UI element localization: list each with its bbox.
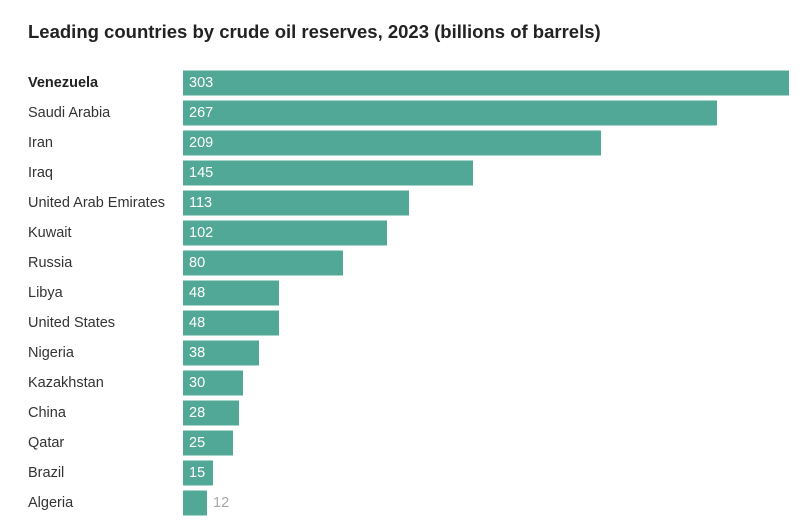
bar-united-arab-emirates xyxy=(183,190,409,216)
bar-brazil xyxy=(183,460,213,486)
bar-russia xyxy=(183,250,343,276)
bar-kuwait xyxy=(183,220,387,246)
category-label-brazil: Brazil xyxy=(28,465,64,481)
value-label-iran: 209 xyxy=(189,135,213,151)
value-label-brazil: 15 xyxy=(189,465,205,481)
category-label-kazakhstan: Kazakhstan xyxy=(28,375,104,391)
value-label-kuwait: 102 xyxy=(189,225,213,241)
category-label-venezuela: Venezuela xyxy=(28,75,99,91)
value-label-qatar: 25 xyxy=(189,435,205,451)
category-label-china: China xyxy=(28,405,67,421)
bar-china xyxy=(183,400,239,426)
category-label-nigeria: Nigeria xyxy=(28,345,75,361)
category-label-algeria: Algeria xyxy=(28,495,74,511)
value-label-saudi-arabia: 267 xyxy=(189,105,213,121)
category-label-russia: Russia xyxy=(28,255,73,271)
value-label-venezuela: 303 xyxy=(189,75,213,91)
value-label-algeria: 12 xyxy=(213,495,229,511)
category-label-united-arab-emirates: United Arab Emirates xyxy=(28,195,165,211)
bar-nigeria xyxy=(183,340,259,366)
category-label-iran: Iran xyxy=(28,135,53,151)
category-label-united-states: United States xyxy=(28,315,115,331)
category-label-saudi-arabia: Saudi Arabia xyxy=(28,105,111,121)
bar-libya xyxy=(183,280,279,306)
value-label-kazakhstan: 30 xyxy=(189,375,205,391)
bar-algeria xyxy=(183,490,207,516)
chart-title: Leading countries by crude oil reserves,… xyxy=(28,21,601,42)
value-label-nigeria: 38 xyxy=(189,345,205,361)
bar-united-states xyxy=(183,310,279,336)
bar-venezuela xyxy=(183,70,789,96)
category-label-iraq: Iraq xyxy=(28,165,53,181)
category-label-kuwait: Kuwait xyxy=(28,225,72,241)
value-label-libya: 48 xyxy=(189,285,205,301)
value-label-united-arab-emirates: 113 xyxy=(189,195,212,211)
value-label-iraq: 145 xyxy=(189,165,213,181)
value-label-russia: 80 xyxy=(189,255,205,271)
value-label-united-states: 48 xyxy=(189,315,205,331)
category-label-libya: Libya xyxy=(28,285,64,301)
bar-kazakhstan xyxy=(183,370,243,396)
bar-iraq xyxy=(183,160,473,186)
category-label-qatar: Qatar xyxy=(28,435,64,451)
value-label-china: 28 xyxy=(189,405,205,421)
bar-saudi-arabia xyxy=(183,100,717,126)
bar-qatar xyxy=(183,430,233,456)
bar-iran xyxy=(183,130,601,156)
